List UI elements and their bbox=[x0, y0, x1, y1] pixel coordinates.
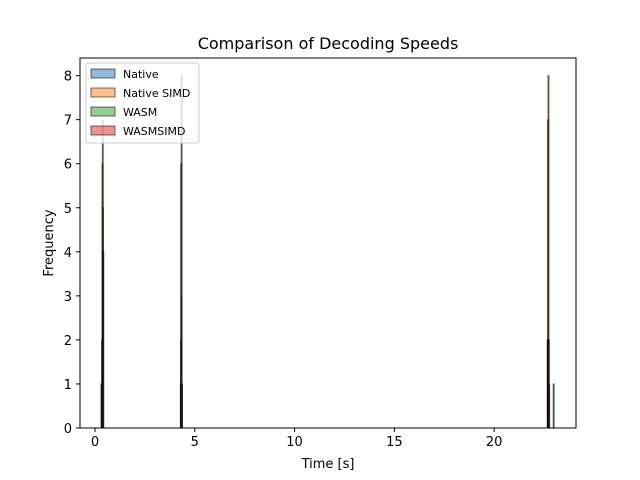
legend-swatch-native-simd bbox=[90, 87, 116, 98]
bar-native-6 bbox=[552, 383, 555, 429]
y-tick-label: 7 bbox=[64, 114, 72, 129]
legend-label-native-simd: Native SIMD bbox=[123, 87, 190, 100]
y-ticks: 0 1 2 3 4 5 6 7 8 bbox=[64, 70, 80, 437]
y-tick-label: 8 bbox=[64, 70, 72, 85]
bar-wasmsimd-4 bbox=[548, 383, 551, 429]
chart-title: Comparison of Decoding Speeds bbox=[198, 34, 459, 53]
plot-frame bbox=[79, 57, 577, 429]
legend: Native Native SIMD WASM WASMSIMD bbox=[85, 62, 200, 144]
x-tick-label: 5 bbox=[191, 435, 199, 450]
legend-label-wasm: WASM bbox=[123, 106, 157, 119]
y-tick-label: 3 bbox=[64, 290, 72, 305]
bar-wasmsimd-2 bbox=[180, 383, 183, 429]
x-tick-label: 0 bbox=[91, 435, 99, 450]
y-tick-label: 1 bbox=[64, 378, 72, 393]
y-axis-label: Frequency bbox=[42, 209, 57, 276]
legend-swatch-native bbox=[90, 68, 116, 79]
bar-wasmsimd-1 bbox=[102, 251, 105, 429]
y-tick-label: 2 bbox=[64, 334, 72, 349]
legend-swatch-wasmsimd bbox=[90, 125, 116, 136]
y-tick-label: 4 bbox=[64, 246, 72, 261]
legend-swatch-wasm bbox=[90, 106, 116, 117]
legend-box bbox=[85, 62, 200, 144]
x-tick-label: 20 bbox=[486, 435, 503, 450]
legend-label-native: Native bbox=[123, 68, 159, 81]
y-tick-label: 0 bbox=[64, 422, 72, 437]
y-tick-label: 6 bbox=[64, 158, 72, 173]
x-tick-label: 15 bbox=[386, 435, 403, 450]
x-tick-label: 10 bbox=[286, 435, 303, 450]
y-tick-label: 5 bbox=[64, 202, 72, 217]
x-ticks: 0 5 10 15 20 bbox=[91, 428, 503, 450]
x-axis-label: Time [s] bbox=[301, 457, 355, 472]
legend-label-wasmsimd: WASMSIMD bbox=[123, 125, 185, 138]
